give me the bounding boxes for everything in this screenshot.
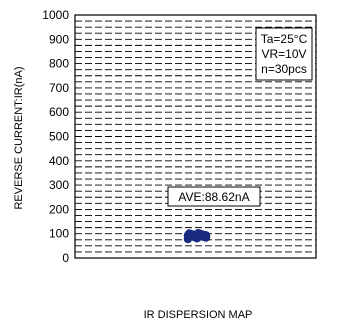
y-axis-ticks: 0 100 200 300 400 500 600 700 800 900 1000 [42,8,69,265]
y-tick-label: 400 [49,154,69,168]
y-tick-label: 900 [49,32,69,46]
condition-voltage: VR=10V [261,47,306,61]
data-point [194,229,203,238]
y-tick-label: 600 [49,105,69,119]
plot-frame [74,14,317,259]
condition-sample-count: n=30pcs [261,62,307,76]
y-tick-label: 300 [49,178,69,192]
conditions-box: Ta=25°C VR=10V n=30pcs [255,27,313,81]
y-tick-label: 700 [49,81,69,95]
grid-lines [75,20,316,253]
y-tick-label: 200 [49,202,69,216]
data-point [185,229,194,238]
y-tick-label: 0 [62,251,69,265]
data-points [183,229,211,244]
y-tick-label: 500 [49,130,69,144]
average-label-box: AVE:88.62nA [167,186,261,207]
y-axis-label: REVERSE CURRENT:IR(nA) [13,66,25,209]
y-tick-label: 800 [49,57,69,71]
y-tick-label: 100 [49,227,69,241]
x-axis-label: IR DISPERSION MAP [144,309,253,321]
condition-temperature: Ta=25°C [261,32,308,46]
y-tick-label: 1000 [42,8,69,22]
average-label: AVE:88.62nA [178,190,249,204]
